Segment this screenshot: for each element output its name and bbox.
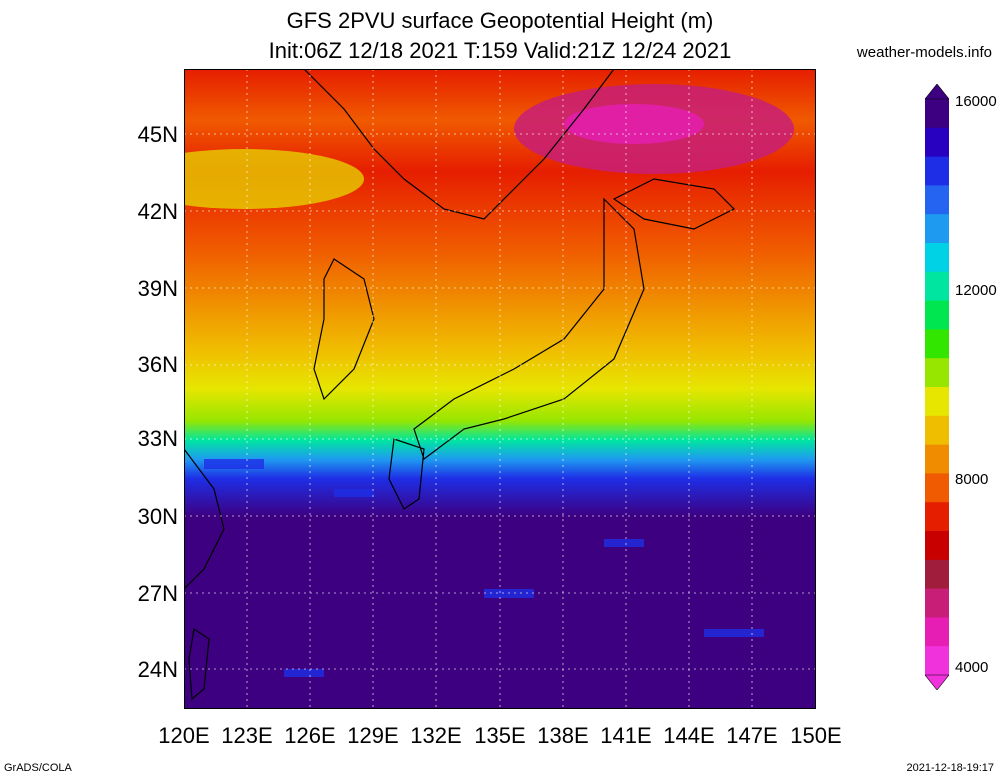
- colorbar-label: 12000: [955, 282, 997, 299]
- footer-timestamp: 2021-12-18-19:17: [906, 762, 994, 774]
- lon-label: 144E: [663, 723, 715, 748]
- colorbar-label: 16000: [955, 93, 997, 110]
- chart-subtitle: Init:06Z 12/18 2021 T:159 Valid:21Z 12/2…: [268, 38, 732, 63]
- map-frame: [184, 69, 816, 709]
- colorbar-cell: [925, 444, 949, 474]
- map-plot: [184, 69, 816, 709]
- colorbar-cell: [925, 185, 949, 215]
- lon-label: 126E: [284, 723, 336, 748]
- colorbar: [925, 84, 949, 690]
- site-label: weather-models.info: [856, 44, 992, 61]
- colorbar-cell: [925, 646, 949, 676]
- coastlines: [184, 69, 736, 701]
- lat-label: 42N: [137, 199, 178, 224]
- lat-label: 27N: [137, 581, 178, 606]
- colorbar-cell: [925, 559, 949, 590]
- chart-title: GFS 2PVU surface Geopotential Height (m): [286, 8, 714, 33]
- colorbar-cell: [925, 387, 949, 417]
- colorbar-cell: [925, 156, 949, 186]
- lon-label: 135E: [474, 723, 526, 748]
- lon-label: 147E: [726, 723, 778, 748]
- colorbar-top-arrow: [925, 84, 949, 100]
- colorbar-cell: [925, 473, 949, 503]
- colorbar-cell: [925, 271, 949, 302]
- colorbar-cell: [925, 243, 949, 273]
- colorbar-cell: [925, 99, 949, 129]
- lat-label: 30N: [137, 504, 178, 529]
- footer-left: GrADS/COLA: [4, 762, 72, 774]
- colorbar-cell: [925, 588, 949, 618]
- lat-label: 39N: [137, 276, 178, 301]
- graticule: [184, 69, 816, 709]
- colorbar-cell: [925, 617, 949, 647]
- low-center-core: [564, 104, 704, 144]
- lon-label: 141E: [600, 723, 652, 748]
- colorbar-cell: [925, 415, 949, 446]
- colorbar-label: 4000: [955, 659, 989, 676]
- lon-label: 129E: [347, 723, 399, 748]
- lon-label: 138E: [537, 723, 589, 748]
- colorbar-cell: [925, 300, 949, 330]
- lon-label: 120E: [158, 723, 210, 748]
- colorbar-cell: [925, 358, 949, 388]
- yellow-band-west: [184, 149, 364, 209]
- colorbar-cell: [925, 531, 949, 561]
- blue-speckles: [204, 459, 764, 677]
- lon-label: 123E: [221, 723, 273, 748]
- colorbar-cell: [925, 502, 949, 532]
- lat-label: 33N: [137, 426, 178, 451]
- colorbar-cell: [925, 127, 949, 158]
- lat-label: 45N: [137, 122, 178, 147]
- colorbar-cell: [925, 329, 949, 359]
- lon-label: 150E: [790, 723, 842, 748]
- colorbar-label: 8000: [955, 471, 989, 488]
- lon-label: 132E: [410, 723, 462, 748]
- colorbar-cell: [925, 214, 949, 244]
- lat-label: 36N: [137, 352, 178, 377]
- colorbar-bottom-arrow: [925, 674, 949, 690]
- lat-label: 24N: [137, 657, 178, 682]
